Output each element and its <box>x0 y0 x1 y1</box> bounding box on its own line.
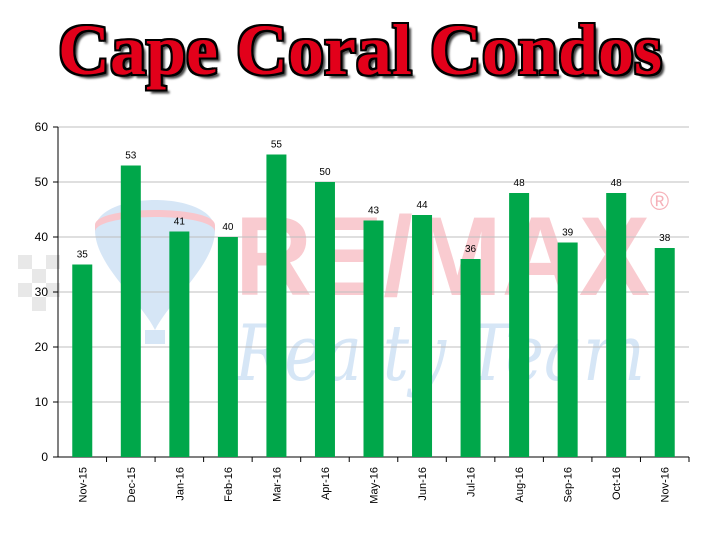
x-tick-label: Nov-16 <box>660 467 672 502</box>
data-label: 40 <box>222 222 234 233</box>
bar <box>72 264 93 457</box>
x-tick-label: Mar-16 <box>271 467 283 502</box>
data-label: 50 <box>319 167 331 178</box>
data-label: 55 <box>271 140 283 151</box>
data-label: 38 <box>659 233 671 244</box>
y-tick-label: 20 <box>35 340 49 354</box>
data-label: 53 <box>125 151 137 162</box>
data-label: 44 <box>416 200 428 211</box>
data-label: 48 <box>514 178 526 189</box>
x-tick-label: Feb-16 <box>223 467 235 502</box>
data-label: 41 <box>174 217 186 228</box>
chart-title: Cape Coral Condos <box>57 10 663 90</box>
x-tick-label: Jun-16 <box>417 467 429 501</box>
y-tick-label: 50 <box>35 175 49 189</box>
data-label: 48 <box>611 178 623 189</box>
data-label: 39 <box>562 228 574 239</box>
y-tick-label: 30 <box>35 285 49 299</box>
data-label: 43 <box>368 206 380 217</box>
bar <box>120 165 141 457</box>
bar <box>314 182 335 457</box>
y-tick-label: 10 <box>35 395 49 409</box>
bar <box>606 193 627 457</box>
bar <box>266 154 287 457</box>
data-label: 35 <box>77 250 89 261</box>
x-tick-label: Apr-16 <box>320 467 332 500</box>
x-tick-label: Aug-16 <box>514 467 526 502</box>
y-tick-label: 60 <box>35 120 49 134</box>
y-tick-label: 40 <box>35 230 49 244</box>
x-tick-label: Sep-16 <box>563 467 575 502</box>
x-tick-label: Jan-16 <box>174 467 186 501</box>
bar <box>217 237 238 457</box>
bar <box>412 215 433 457</box>
x-tick-label: Dec-15 <box>126 467 138 502</box>
bar <box>654 248 675 457</box>
bar <box>509 193 530 457</box>
bar <box>363 220 384 457</box>
bar <box>460 259 481 457</box>
x-tick-label: Jul-16 <box>466 467 478 497</box>
x-tick-label: Nov-15 <box>77 467 89 502</box>
x-tick-label: Oct-16 <box>611 467 623 500</box>
bar <box>557 242 578 457</box>
x-tick-label: May-16 <box>369 467 381 504</box>
y-tick-label: 0 <box>41 450 48 464</box>
data-label: 36 <box>465 244 477 255</box>
bar <box>169 231 190 457</box>
